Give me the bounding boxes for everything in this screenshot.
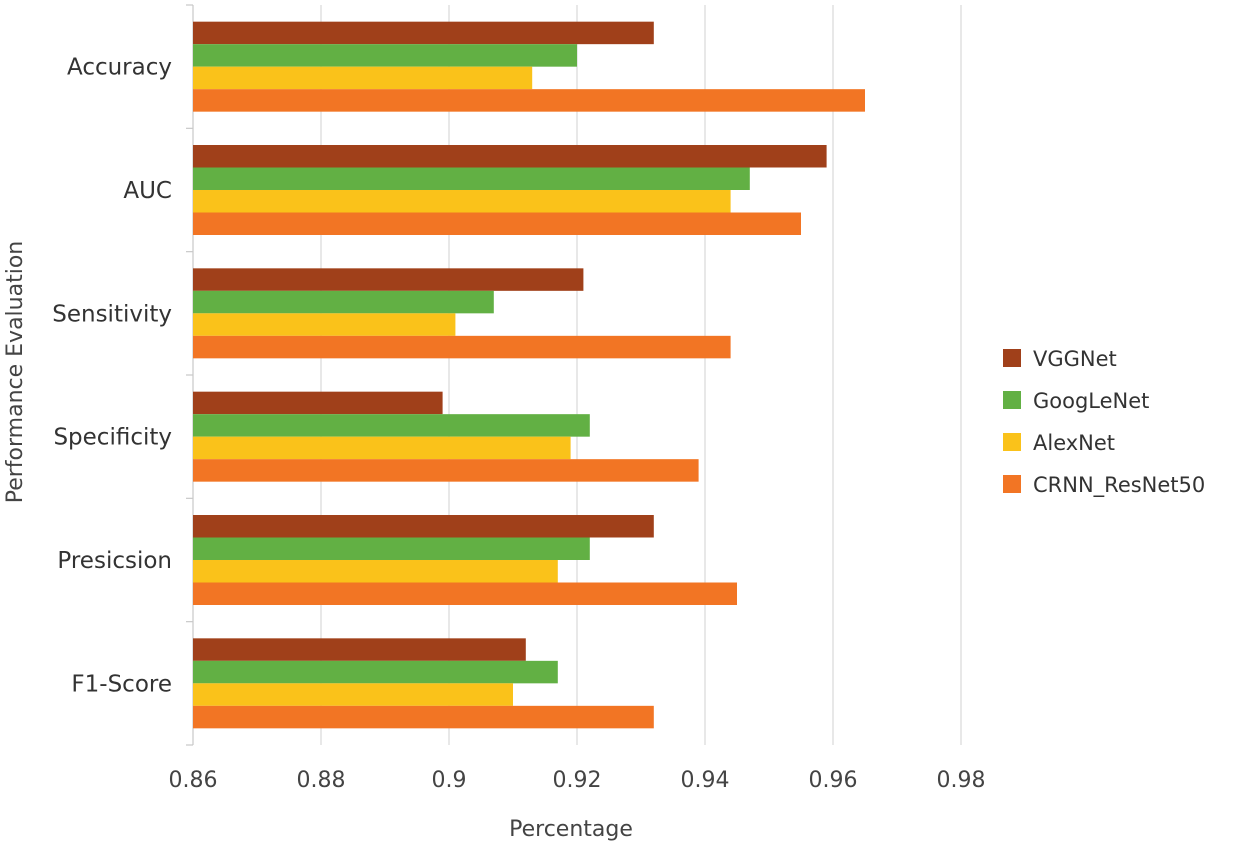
x-tick-label: 0.96 bbox=[809, 768, 858, 793]
y-axis-category-labels: Accuracy AUC Sensitivity Specificity Presics… bbox=[52, 55, 172, 698]
bar-specificity-googlenet bbox=[193, 414, 590, 437]
bar-sensitivity-crnn-resnet50 bbox=[193, 335, 731, 359]
bar-presicsion-crnn-resnet50 bbox=[193, 582, 737, 605]
bar-accuracy-alexnet bbox=[193, 66, 533, 90]
legend: VGGNet GoogLeNet AlexNet CRNN_ResNet50 bbox=[1003, 347, 1205, 498]
bar-sensitivity-alexnet bbox=[193, 313, 456, 336]
y-axis-ticks bbox=[186, 4, 193, 746]
bar-specificity-crnn-resnet50 bbox=[193, 459, 699, 482]
x-axis-tick-labels: 0.86 0.88 0.9 0.92 0.94 0.96 0.98 bbox=[169, 768, 986, 793]
bar-accuracy-vggnet bbox=[193, 21, 654, 45]
category-label: Presicsion bbox=[57, 548, 172, 574]
category-label: AUC bbox=[123, 178, 172, 204]
bar-sensitivity-vggnet bbox=[193, 268, 584, 291]
y-axis-title: Performance Evaluation bbox=[3, 241, 28, 504]
bar-auc-crnn-resnet50 bbox=[193, 212, 801, 235]
category-label: Accuracy bbox=[67, 55, 172, 81]
bar-sensitivity-googlenet bbox=[193, 290, 494, 314]
x-tick-label: 0.92 bbox=[553, 768, 602, 793]
category-label: F1-Score bbox=[71, 671, 172, 697]
bar-auc-googlenet bbox=[193, 167, 750, 190]
legend-label: CRNN_ResNet50 bbox=[1033, 473, 1205, 498]
bar-specificity-vggnet bbox=[193, 391, 443, 415]
legend-label: GoogLeNet bbox=[1033, 389, 1149, 413]
legend-swatch bbox=[1003, 433, 1021, 451]
legend-swatch bbox=[1003, 391, 1021, 409]
legend-swatch bbox=[1003, 349, 1021, 367]
bar-accuracy-googlenet bbox=[193, 44, 577, 67]
bar-presicsion-alexnet bbox=[193, 560, 558, 583]
gridlines bbox=[192, 5, 962, 745]
x-tick-label: 0.98 bbox=[937, 768, 986, 793]
bar-f1-score-crnn-resnet50 bbox=[193, 705, 654, 729]
bar-auc-vggnet bbox=[193, 145, 827, 168]
x-tick-label: 0.86 bbox=[169, 768, 218, 793]
bar-f1-score-alexnet bbox=[193, 683, 513, 706]
x-tick-label: 0.9 bbox=[432, 768, 467, 793]
bars bbox=[193, 21, 865, 729]
bar-accuracy-crnn-resnet50 bbox=[193, 89, 865, 112]
legend-swatch bbox=[1003, 475, 1021, 493]
legend-label: VGGNet bbox=[1033, 347, 1117, 371]
x-tick-label: 0.94 bbox=[681, 768, 730, 793]
bar-specificity-alexnet bbox=[193, 436, 571, 460]
x-tick-label: 0.88 bbox=[297, 768, 346, 793]
bar-presicsion-vggnet bbox=[193, 515, 654, 538]
bar-auc-alexnet bbox=[193, 190, 731, 213]
legend-label: AlexNet bbox=[1033, 431, 1115, 455]
bar-f1-score-vggnet bbox=[193, 638, 526, 661]
x-axis-title: Percentage bbox=[509, 817, 633, 842]
bar-presicsion-googlenet bbox=[193, 537, 590, 560]
category-label: Specificity bbox=[53, 425, 172, 451]
bar-f1-score-googlenet bbox=[193, 660, 558, 684]
category-label: Sensitivity bbox=[52, 301, 172, 327]
